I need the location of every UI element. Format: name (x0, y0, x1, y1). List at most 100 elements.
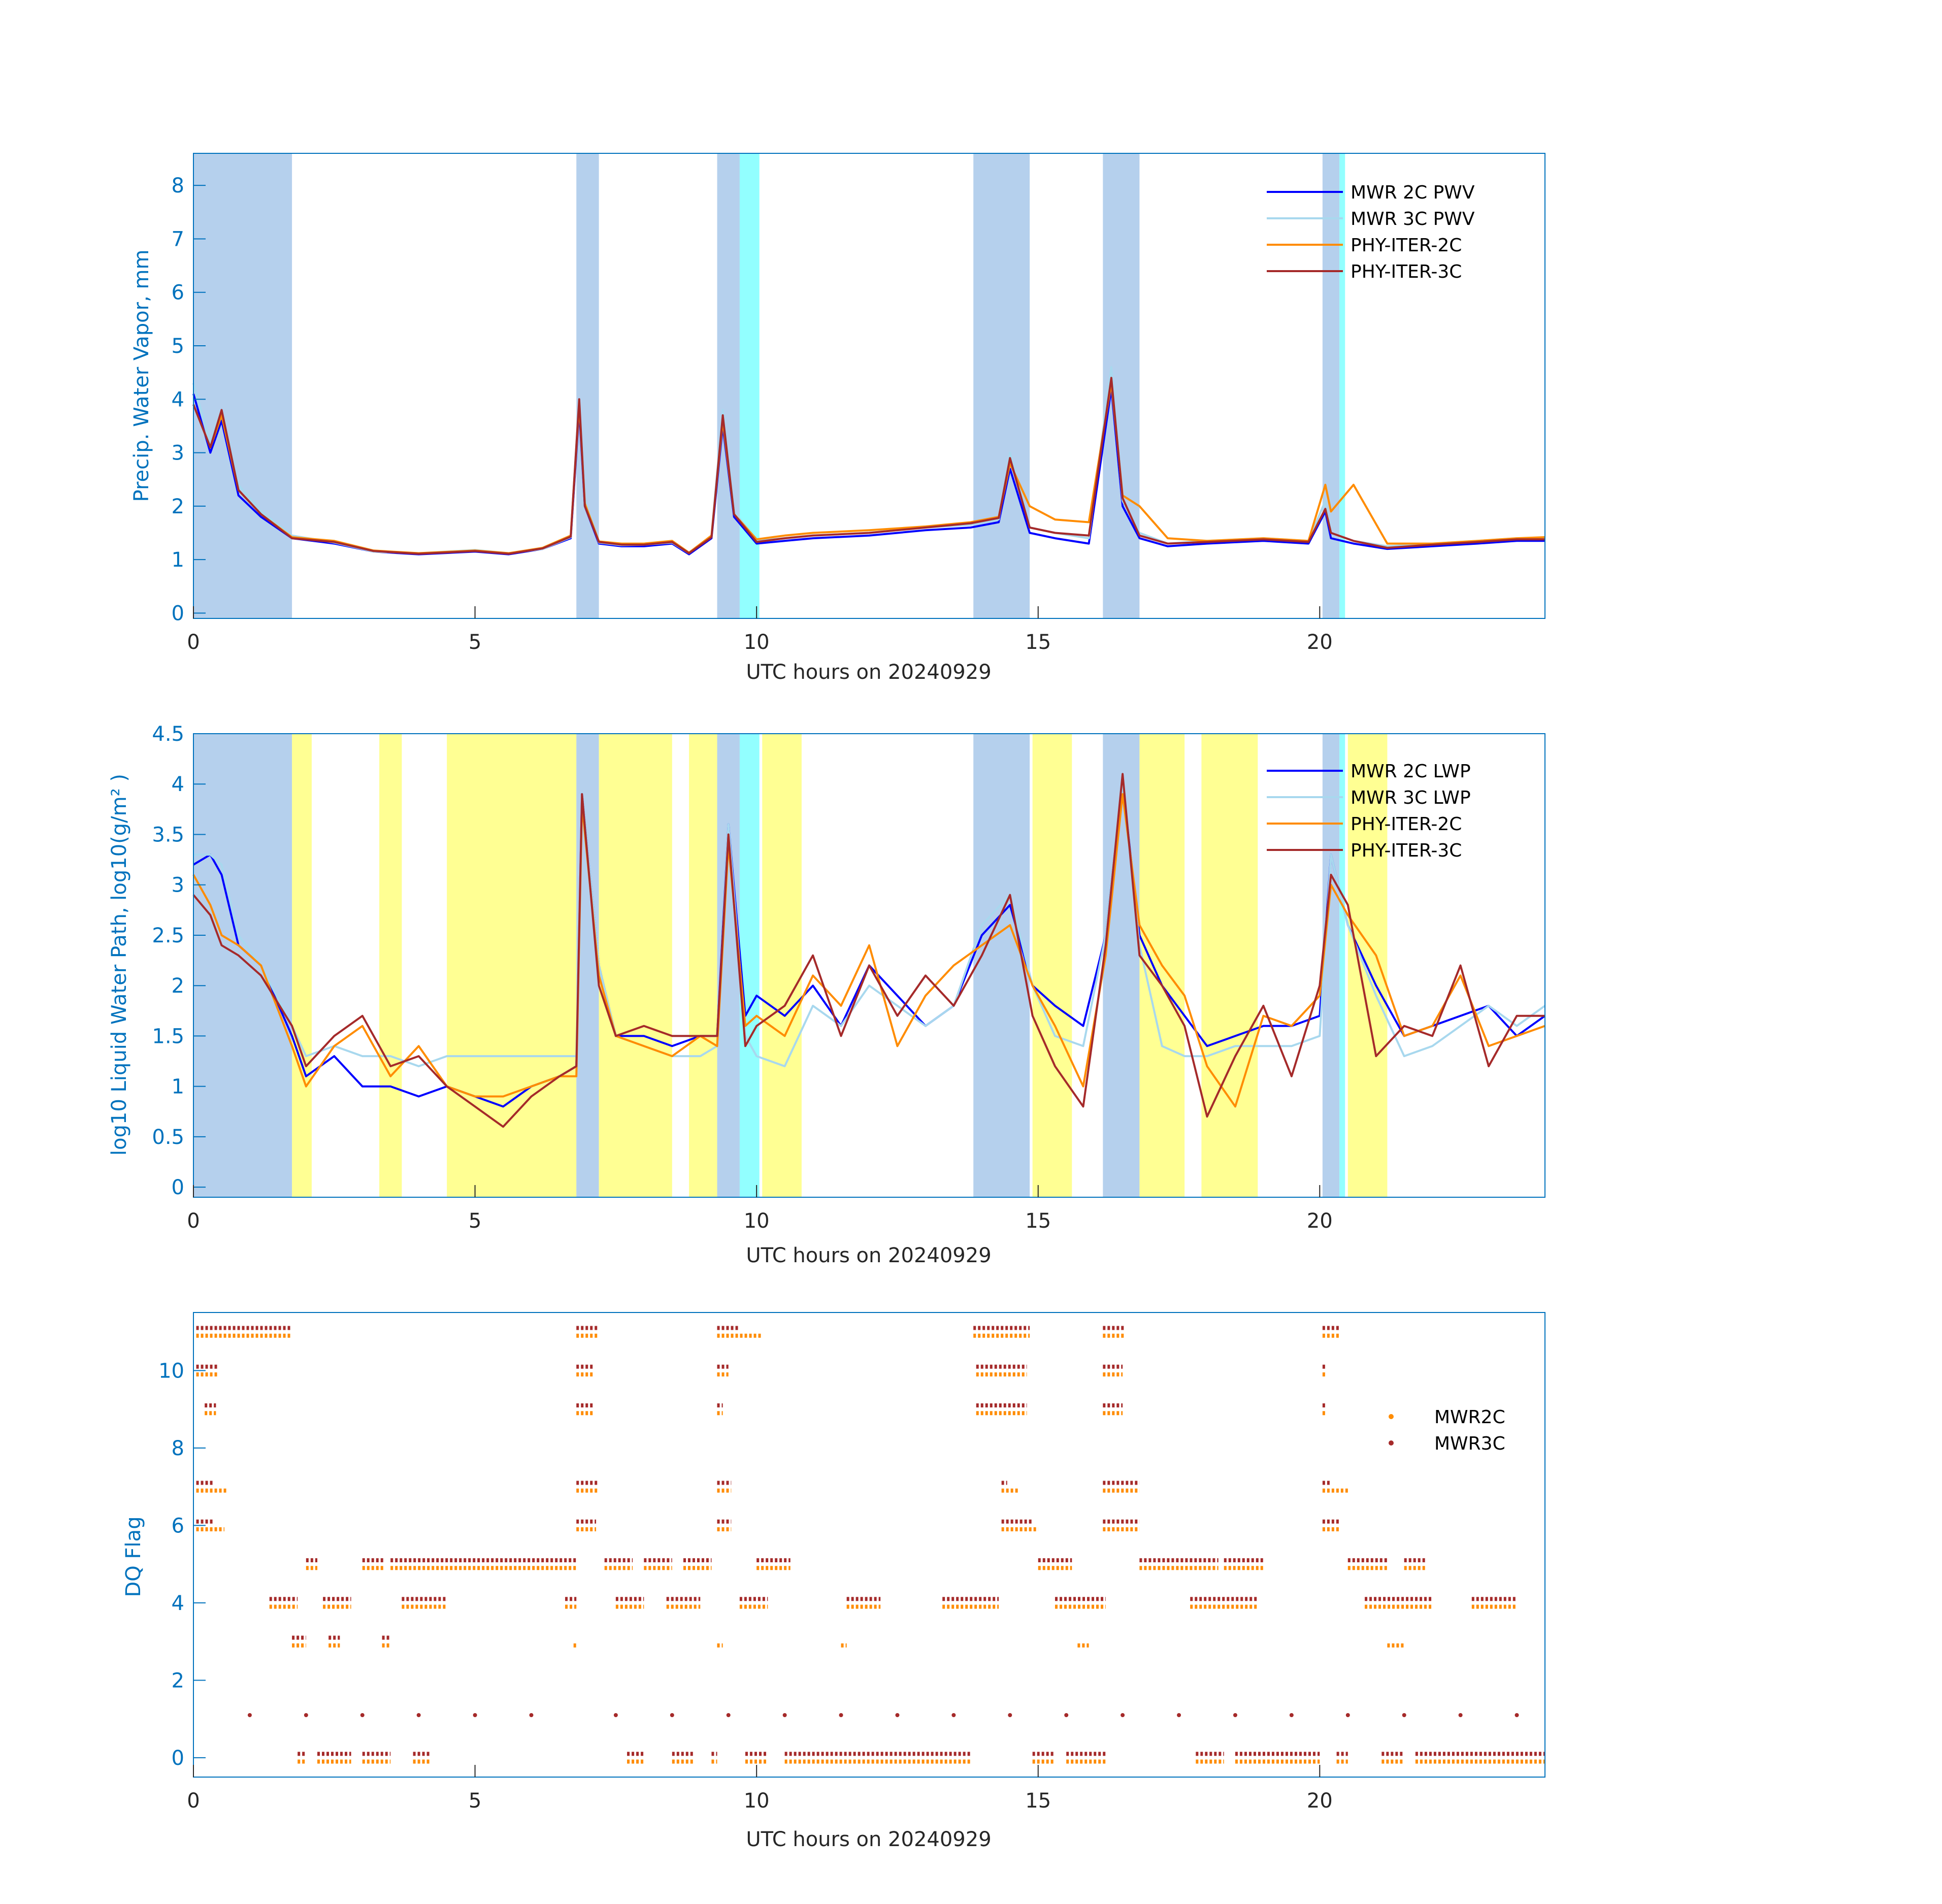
lwp-x-axis-label: UTC hours on 20240929 (746, 1244, 991, 1267)
pwv-legend-label-3: PHY-ITER-3C (1351, 261, 1462, 282)
dq-legend: MWR2C MWR3C (1389, 1407, 1505, 1454)
lwp-legend: MWR 2C LWP MWR 3C LWP PHY-ITER-2C PHY-ITER-… (1267, 761, 1471, 861)
pwv-x-tick-label-1: 5 (469, 631, 481, 654)
dq-point-1-8-3 (416, 1713, 421, 1717)
lwp-y-tick-label-5: 2.5 (152, 924, 184, 947)
dq-point-1-8-6 (613, 1713, 618, 1717)
dq-legend-label-0: MWR2C (1434, 1407, 1505, 1428)
lwp-legend-label-0: MWR 2C LWP (1351, 761, 1471, 782)
dq-axes-frame (193, 1312, 1545, 1778)
dq-y-tick-label-3: 6 (172, 1514, 184, 1537)
lwp-legend-label-1: MWR 3C LWP (1351, 787, 1471, 808)
pwv-y-tick-label-3: 3 (172, 442, 184, 465)
lwp-shaded-region-16 (1339, 734, 1345, 1197)
lwp-y-tick-label-7: 3.5 (152, 823, 184, 846)
dq-x-tick-label-0: 0 (187, 1789, 200, 1813)
lwp-x-ticks: 0 5 10 15 20 (187, 1185, 1333, 1233)
dq-point-1-8-21 (1458, 1713, 1463, 1717)
pwv-y-ticks: 0 1 2 3 4 5 6 7 8 (172, 174, 206, 625)
lwp-y-tick-label-1: 0.5 (152, 1126, 184, 1149)
lwp-y-tick-label-3: 1.5 (152, 1025, 184, 1048)
lwp-shaded-region-3 (447, 734, 577, 1197)
pwv-y-tick-label-2: 2 (172, 495, 184, 518)
pwv-x-tick-label-2: 10 (744, 631, 770, 654)
dq-point-1-8-17 (1233, 1713, 1237, 1717)
pwv-x-axis-label: UTC hours on 20240929 (746, 661, 991, 684)
dq-point-1-8-9 (782, 1713, 787, 1717)
dq-point-1-8-5 (529, 1713, 534, 1717)
pwv-y-tick-label-4: 4 (172, 388, 184, 411)
dq-panel: 0 2 4 6 8 10 0 5 10 15 20 DQ Flag UTC hours on 20… (122, 1312, 1545, 1851)
lwp-x-tick-label-1: 5 (469, 1209, 481, 1233)
lwp-shaded-region-10 (973, 734, 1030, 1197)
dq-y-tick-label-0: 0 (172, 1747, 184, 1770)
dq-point-1-8-15 (1121, 1713, 1125, 1717)
dq-point-1-8-19 (1345, 1713, 1350, 1717)
pwv-legend: MWR 2C PWV MWR 3C PWV PHY-ITER-2C PHY-ITER-… (1267, 182, 1475, 282)
lwp-shaded-region-5 (599, 734, 672, 1197)
dq-y-tick-label-1: 2 (172, 1669, 184, 1692)
lwp-shaded-region-11 (1032, 734, 1072, 1197)
pwv-y-tick-label-7: 7 (172, 227, 184, 251)
pwv-x-tick-label-4: 20 (1307, 631, 1333, 654)
pwv-panel: 0 1 2 3 4 5 6 7 8 0 5 10 15 20 Precip. Water Vapor, … (130, 153, 1545, 684)
lwp-series-line-3 (192, 773, 1545, 1128)
lwp-x-tick-label-4: 20 (1307, 1209, 1333, 1233)
lwp-shading (193, 734, 1388, 1197)
pwv-shaded-region-0 (193, 153, 292, 618)
dq-point-1-8-20 (1402, 1713, 1406, 1717)
lwp-series-lines (192, 773, 1546, 1128)
lwp-shaded-region-8 (739, 734, 760, 1197)
dq-x-tick-label-3: 15 (1025, 1789, 1051, 1813)
dq-legend-marker-0 (1389, 1414, 1394, 1419)
pwv-legend-label-2: PHY-ITER-2C (1351, 235, 1462, 256)
pwv-series-lines (192, 366, 1545, 555)
pwv-shaded-region-3 (739, 153, 760, 618)
lwp-y-tick-label-4: 2 (172, 974, 184, 998)
dq-y-tick-label-2: 4 (172, 1592, 184, 1615)
lwp-shaded-region-2 (379, 734, 402, 1197)
dq-x-tick-label-2: 10 (744, 1789, 770, 1813)
dq-point-1-8-10 (839, 1713, 843, 1717)
pwv-shaded-region-4 (973, 153, 1030, 618)
pwv-y-tick-label-0: 0 (172, 602, 184, 625)
dq-point-1-8-12 (951, 1713, 956, 1717)
lwp-x-tick-label-2: 10 (744, 1209, 770, 1233)
pwv-x-ticks: 0 5 10 15 20 (187, 606, 1333, 654)
dq-y-tick-label-5: 10 (158, 1359, 184, 1383)
lwp-axes-frame (193, 733, 1545, 1198)
dq-x-ticks: 0 5 10 15 20 (187, 1765, 1333, 1813)
dq-point-1-8-13 (1008, 1713, 1012, 1717)
pwv-y-tick-label-1: 1 (172, 548, 184, 572)
pwv-y-axis-label: Precip. Water Vapor, mm (130, 250, 153, 502)
dq-y-ticks: 0 2 4 6 8 10 (158, 1359, 206, 1770)
lwp-shaded-region-14 (1201, 734, 1258, 1197)
dq-point-1-8-4 (473, 1713, 477, 1717)
dq-y-tick-label-4: 8 (172, 1437, 184, 1460)
lwp-shaded-region-0 (193, 734, 292, 1197)
dq-legend-label-1: MWR3C (1434, 1433, 1505, 1454)
lwp-x-tick-label-3: 15 (1025, 1209, 1051, 1233)
lwp-series-line-0 (192, 783, 1546, 1108)
pwv-axes-frame (193, 153, 1545, 619)
pwv-shading (193, 153, 1345, 618)
dq-x-axis-label: UTC hours on 20240929 (746, 1828, 991, 1851)
lwp-y-tick-label-8: 4 (172, 773, 184, 796)
pwv-legend-label-1: MWR 3C PWV (1351, 209, 1475, 229)
pwv-series-line-3 (192, 377, 1545, 555)
pwv-shaded-region-1 (576, 153, 599, 618)
pwv-legend-label-0: MWR 2C PWV (1351, 182, 1475, 203)
lwp-panel: 0 0.5 1 1.5 2 2.5 3 3.5 4 4.5 0 5 10 15 20 log10 Liqu… (108, 723, 1546, 1267)
pwv-y-tick-label-5: 5 (172, 335, 184, 358)
lwp-y-tick-label-9: 4.5 (152, 723, 184, 746)
lwp-y-axis-label: log10 Liquid Water Path, log10(g/m² ) (108, 774, 131, 1156)
dq-point-1-8-2 (360, 1713, 365, 1717)
dq-point-1-8-1 (304, 1713, 308, 1717)
lwp-y-tick-label-0: 0 (172, 1176, 184, 1199)
dq-x-tick-label-1: 5 (469, 1789, 481, 1813)
lwp-shaded-region-15 (1322, 734, 1340, 1197)
pwv-y-tick-label-8: 8 (172, 174, 184, 198)
lwp-legend-label-3: PHY-ITER-3C (1351, 840, 1462, 861)
dq-points (196, 1326, 1545, 1764)
lwp-y-ticks: 0 0.5 1 1.5 2 2.5 3 3.5 4 4.5 (152, 723, 206, 1199)
